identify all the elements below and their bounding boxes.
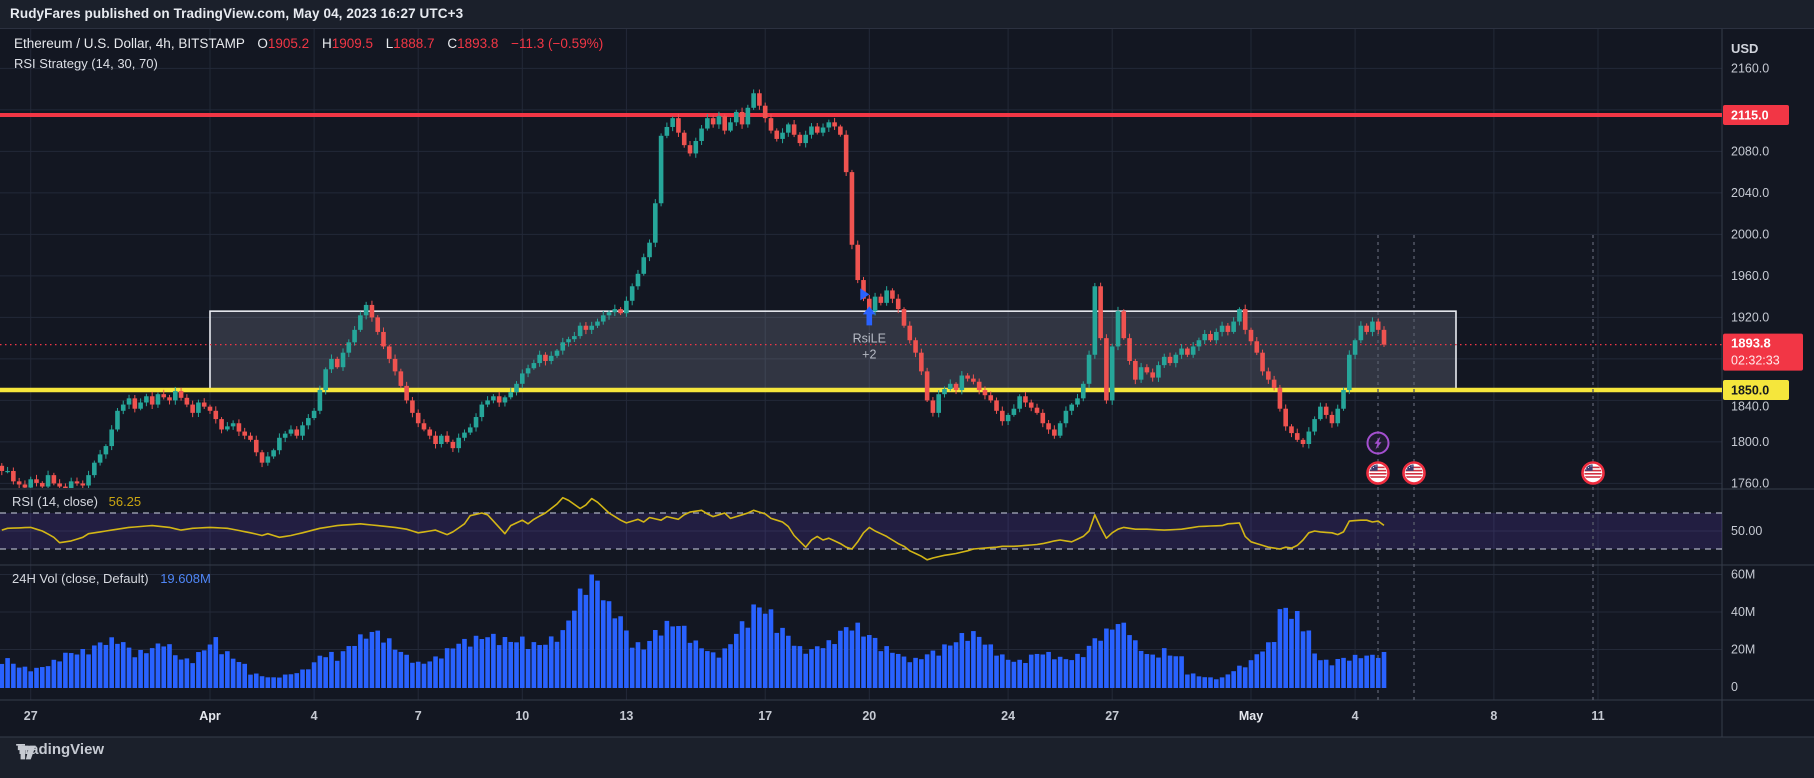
svg-text:8: 8 bbox=[1490, 709, 1497, 723]
low-value: 1888.7 bbox=[393, 36, 435, 51]
svg-text:1960.0: 1960.0 bbox=[1731, 269, 1769, 283]
symbol-title[interactable]: Ethereum / U.S. Dollar, 4h, BITSTAMP bbox=[14, 36, 245, 51]
svg-text:2160.0: 2160.0 bbox=[1731, 61, 1769, 75]
svg-text:1893.8: 1893.8 bbox=[1731, 336, 1771, 351]
svg-text:24: 24 bbox=[1001, 709, 1015, 723]
svg-text:11: 11 bbox=[1591, 709, 1604, 723]
svg-text:20: 20 bbox=[862, 709, 876, 723]
svg-text:40M: 40M bbox=[1731, 605, 1755, 619]
price-axis[interactable]: USD 2160.0 2080.0 2040.0 2000.0 1960.0 1920.0 1… bbox=[1723, 41, 1803, 694]
rsi-pane-legend: RSI (14, close) 56.25 bbox=[12, 494, 141, 509]
support-price-badge bbox=[1723, 380, 1789, 401]
svg-text:7: 7 bbox=[415, 709, 422, 723]
svg-text:17: 17 bbox=[758, 709, 772, 723]
symbol-legend: Ethereum / U.S. Dollar, 4h, BITSTAMP O19… bbox=[14, 36, 603, 51]
event-icons[interactable] bbox=[1366, 431, 1605, 485]
svg-text:1800.0: 1800.0 bbox=[1731, 435, 1769, 449]
high-label: H bbox=[321, 36, 332, 51]
svg-text:60M: 60M bbox=[1731, 568, 1755, 582]
last-price-badge bbox=[1723, 333, 1803, 371]
svg-text:1920.0: 1920.0 bbox=[1731, 310, 1769, 324]
us-flag-icon bbox=[1402, 461, 1426, 485]
volume-title[interactable]: 24H Vol (close, Default) bbox=[12, 571, 149, 586]
rsi-value: 56.25 bbox=[108, 494, 142, 509]
svg-text:13: 13 bbox=[619, 709, 633, 723]
strategy-legend[interactable]: RSI Strategy (14, 30, 70) bbox=[14, 56, 158, 71]
svg-text:27: 27 bbox=[1105, 709, 1119, 723]
resistance-price-badge bbox=[1723, 105, 1789, 126]
range-box-drawing[interactable] bbox=[209, 310, 1457, 390]
strategy-signal-marker: RsiLE +2 bbox=[853, 288, 886, 361]
volume-value: 19.608M bbox=[160, 571, 211, 586]
svg-text:4: 4 bbox=[1352, 709, 1359, 723]
svg-text:2040.0: 2040.0 bbox=[1731, 186, 1769, 200]
tradingview-logo-text: TradingView bbox=[16, 741, 105, 758]
us-flag-icon bbox=[1366, 461, 1390, 485]
low-label: L bbox=[385, 36, 394, 51]
lightning-icon bbox=[1366, 431, 1390, 455]
svg-text:50.00: 50.00 bbox=[1731, 524, 1762, 538]
horizontal-level-lines[interactable] bbox=[0, 113, 1722, 393]
rsi-series bbox=[1, 496, 1385, 561]
change-value: −11.3 (−0.59%) bbox=[511, 36, 604, 51]
strategy-title[interactable]: RSI Strategy (14, 30, 70) bbox=[14, 56, 158, 71]
rsi-band bbox=[0, 512, 1722, 550]
volume-series bbox=[0, 574, 1387, 688]
svg-text:+2: +2 bbox=[862, 347, 876, 361]
svg-text:Apr: Apr bbox=[199, 709, 221, 723]
svg-text:2000.0: 2000.0 bbox=[1731, 227, 1769, 241]
svg-text:1760.0: 1760.0 bbox=[1731, 476, 1769, 490]
close-value: 1893.8 bbox=[457, 36, 499, 51]
time-axis[interactable]: 27 Apr 4 7 10 13 17 20 24 27 May 4 8 11 bbox=[24, 709, 1605, 723]
publication-header: RudyFares published on TradingView.com, … bbox=[0, 0, 1814, 29]
svg-text:4: 4 bbox=[311, 709, 318, 723]
tradingview-logo-icon bbox=[17, 745, 36, 760]
tradingview-logo[interactable]: TradingView bbox=[16, 741, 105, 760]
svg-text:27: 27 bbox=[24, 709, 38, 723]
candlestick-series bbox=[0, 89, 1387, 488]
svg-text:10: 10 bbox=[515, 709, 529, 723]
svg-text:02:32:33: 02:32:33 bbox=[1731, 354, 1780, 368]
svg-text:1840.0: 1840.0 bbox=[1731, 399, 1769, 413]
grid-layer bbox=[0, 29, 1814, 738]
rsi-title[interactable]: RSI (14, close) bbox=[12, 494, 98, 509]
chart-background bbox=[0, 29, 1814, 737]
svg-text:RsiLE: RsiLE bbox=[853, 331, 886, 345]
open-value: 1905.2 bbox=[267, 36, 310, 51]
svg-text:2080.0: 2080.0 bbox=[1731, 144, 1769, 158]
high-value: 1909.5 bbox=[331, 36, 373, 51]
close-label: C bbox=[447, 36, 458, 51]
publication-text: RudyFares published on TradingView.com, … bbox=[10, 6, 464, 21]
volume-pane-legend: 24H Vol (close, Default) 19.608M bbox=[12, 571, 211, 586]
svg-text:20M: 20M bbox=[1731, 643, 1755, 657]
svg-text:May: May bbox=[1239, 709, 1263, 723]
open-label: O bbox=[257, 36, 268, 51]
svg-text:1850.0: 1850.0 bbox=[1731, 384, 1769, 398]
svg-text:0: 0 bbox=[1731, 680, 1738, 694]
us-flag-icon bbox=[1581, 461, 1605, 485]
svg-text:USD: USD bbox=[1731, 41, 1758, 56]
svg-text:2115.0: 2115.0 bbox=[1731, 109, 1769, 123]
